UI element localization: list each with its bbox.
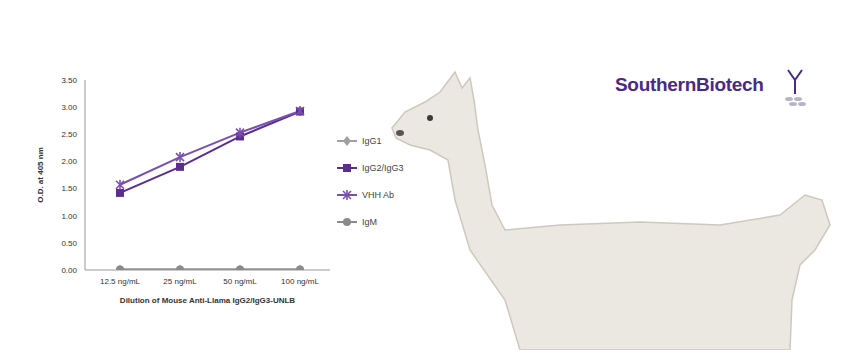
html-text:SouthernBiotech: SouthernBiotech [615, 74, 764, 95]
svg-text:3.00: 3.00 [61, 103, 77, 112]
svg-text:0.50: 0.50 [61, 239, 77, 248]
svg-text:0.00: 0.00 [61, 266, 77, 275]
svg-text:100 ng/mL: 100 ng/mL [281, 277, 319, 286]
svg-text:1.00: 1.00 [61, 212, 77, 221]
html-text:VHH Ab: VHH Ab [362, 189, 394, 200]
svg-text:12.5 ng/mL: 12.5 ng/mL [100, 277, 141, 286]
html-text:IgG2/IgG3: IgG2/IgG3 [362, 162, 404, 173]
svg-text:25 ng/mL: 25 ng/mL [163, 277, 197, 286]
svg-text:O.D. at 405 nm: O.D. at 405 nm [36, 147, 45, 203]
svg-text:2.00: 2.00 [61, 157, 77, 166]
svg-text:2.50: 2.50 [61, 130, 77, 139]
html-text:IgM: IgM [362, 216, 377, 227]
svg-text:3.50: 3.50 [61, 76, 77, 85]
svg-text:Dilution of Mouse Anti-Llama I: Dilution of Mouse Anti-Llama IgG2/IgG3-U… [120, 296, 295, 305]
svg-text:1.50: 1.50 [61, 184, 77, 193]
html-text:IgG1: IgG1 [362, 135, 382, 146]
svg-text:50 ng/mL: 50 ng/mL [223, 277, 257, 286]
